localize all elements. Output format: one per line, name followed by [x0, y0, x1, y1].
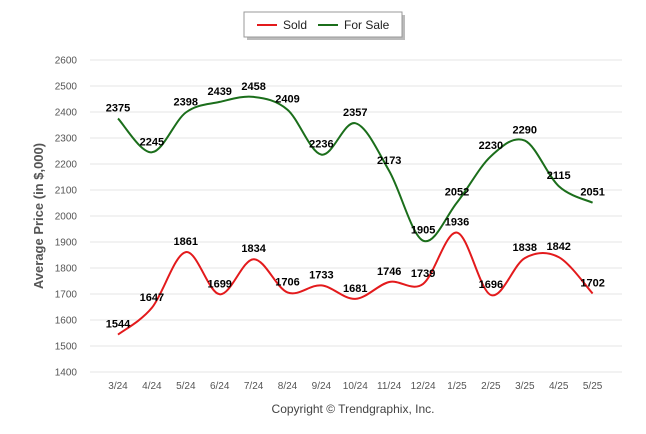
y-tick-label: 2100: [55, 186, 78, 197]
data-label-for-sale: 2409: [275, 94, 299, 106]
data-label-sold: 1746: [377, 266, 401, 278]
data-label-for-sale: 2052: [445, 186, 469, 198]
legend-label-for-sale: For Sale: [344, 18, 390, 32]
data-label-sold: 1733: [309, 269, 333, 281]
legend: Sold For Sale: [243, 11, 405, 40]
data-label-for-sale: 2115: [547, 170, 571, 182]
data-label-sold: 1834: [241, 243, 266, 255]
series-lines: [117, 95, 594, 336]
y-tick-label: 2200: [55, 160, 78, 171]
data-label-for-sale: 2398: [174, 97, 198, 109]
data-label-for-sale: 2290: [513, 125, 537, 137]
series-line-for-sale: [117, 95, 594, 243]
data-label-sold: 1842: [546, 241, 570, 253]
x-tick-label: 9/24: [312, 381, 332, 392]
y-tick-label: 1900: [55, 238, 78, 249]
data-label-for-sale: 2230: [479, 140, 503, 152]
y-tick-label: 2600: [55, 56, 78, 67]
y-tick-label: 2400: [55, 108, 78, 119]
data-label-for-sale: 2173: [377, 155, 401, 167]
x-tick-label: 1/25: [447, 381, 467, 392]
data-label-sold: 1681: [343, 283, 367, 295]
data-label-sold: 1706: [275, 276, 299, 288]
x-tick-label: 8/24: [278, 381, 298, 392]
data-label-sold: 1544: [106, 319, 131, 331]
data-label-sold: 1699: [207, 278, 231, 290]
x-tick-labels: 3/24 4/24 5/24 6/24 7/24 8/24 9/24 10/24 11/24 12…: [108, 381, 603, 392]
x-tick-label: 12/24: [411, 381, 436, 392]
y-tick-label: 2300: [55, 134, 78, 145]
y-tick-label: 2000: [55, 212, 78, 223]
y-tick-label: 1500: [55, 342, 78, 353]
x-tick-label: 4/24: [142, 381, 162, 392]
y-tick-label: 1400: [55, 368, 78, 379]
data-label-for-sale: 2375: [106, 103, 130, 115]
x-tick-label: 5/24: [176, 381, 196, 392]
legend-label-sold: Sold: [283, 18, 307, 32]
x-tick-label: 11/24: [377, 381, 402, 392]
y-tick-label: 1700: [55, 290, 78, 301]
x-tick-label: 4/25: [549, 381, 569, 392]
grid: [90, 59, 622, 373]
x-tick-label: 5/25: [583, 381, 603, 392]
x-tick-label: 2/25: [481, 381, 501, 392]
y-tick-label: 1600: [55, 316, 78, 327]
x-tick-label: 6/24: [210, 381, 230, 392]
y-tick-label: 1800: [55, 264, 78, 275]
data-label-for-sale: 2051: [580, 187, 604, 199]
data-label-sold: 1702: [580, 277, 604, 289]
copyright-text: Copyright © Trendgraphix, Inc.: [272, 402, 435, 416]
data-label-sold: 1696: [479, 279, 503, 291]
x-tick-label: 3/24: [108, 381, 128, 392]
x-tick-label: 10/24: [343, 381, 368, 392]
data-label-sold: 1647: [140, 292, 164, 304]
y-tick-label: 2500: [55, 82, 78, 93]
y-axis-title: Average Price (in $,000): [31, 143, 46, 289]
data-label-for-sale: 2458: [241, 81, 265, 93]
y-tick-labels: 1400 1500 1600 1700 1800 1900 2000 2100 2200 2300…: [55, 56, 78, 379]
data-label-sold: 1739: [411, 268, 435, 280]
data-label-for-sale: 2245: [140, 136, 164, 148]
data-label-sold: 1936: [445, 217, 469, 229]
data-label-sold: 1861: [174, 236, 198, 248]
data-label-sold: 1838: [513, 242, 537, 254]
data-labels: 1544 1647 1861 1699 1834 1706 1733 1681 1746 1739…: [106, 81, 605, 331]
data-label-for-sale: 2357: [343, 107, 367, 119]
data-label-for-sale: 2439: [207, 86, 231, 98]
data-label-for-sale: 1905: [411, 225, 435, 237]
x-tick-label: 3/25: [515, 381, 535, 392]
data-label-for-sale: 2236: [309, 139, 333, 151]
x-tick-label: 7/24: [244, 381, 264, 392]
series-line-sold: [117, 231, 594, 336]
